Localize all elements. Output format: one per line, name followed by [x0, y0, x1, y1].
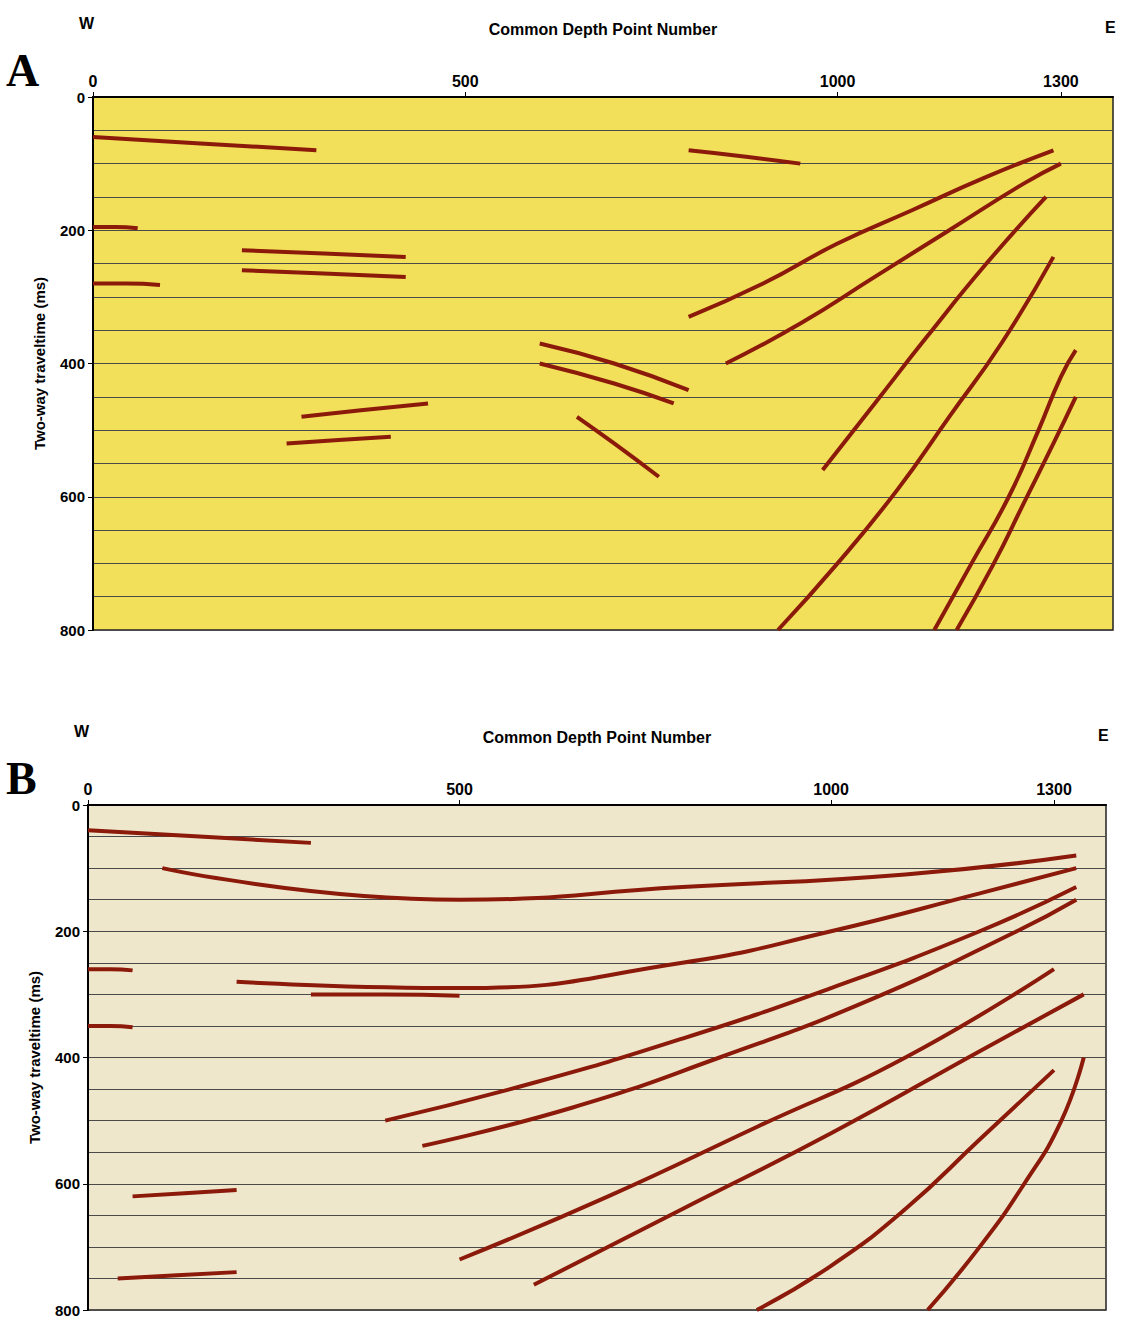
svg-text:500: 500	[446, 781, 473, 798]
svg-text:W: W	[74, 723, 90, 740]
svg-text:W: W	[79, 15, 95, 32]
svg-text:800: 800	[60, 622, 85, 639]
svg-text:Common Depth Point Number: Common Depth Point Number	[489, 21, 717, 38]
svg-text:0: 0	[84, 781, 93, 798]
svg-text:1000: 1000	[813, 781, 849, 798]
svg-text:1000: 1000	[820, 73, 856, 90]
svg-text:0: 0	[89, 73, 98, 90]
svg-text:1300: 1300	[1043, 73, 1079, 90]
svg-text:E: E	[1105, 19, 1116, 36]
svg-text:A: A	[6, 45, 39, 96]
svg-text:800: 800	[55, 1302, 80, 1319]
svg-text:Two-way traveltime (ms): Two-way traveltime (ms)	[31, 277, 48, 450]
svg-text:B: B	[6, 753, 37, 804]
svg-text:0: 0	[77, 89, 85, 106]
svg-text:200: 200	[60, 222, 85, 239]
svg-text:600: 600	[55, 1175, 80, 1192]
svg-text:Common Depth Point Number: Common Depth Point Number	[483, 729, 711, 746]
svg-text:1300: 1300	[1036, 781, 1072, 798]
svg-text:500: 500	[452, 73, 479, 90]
svg-text:200: 200	[55, 923, 80, 940]
svg-text:400: 400	[60, 355, 85, 372]
svg-text:0: 0	[72, 797, 80, 814]
svg-text:400: 400	[55, 1049, 80, 1066]
svg-text:Two-way traveltime (ms): Two-way traveltime (ms)	[26, 971, 43, 1144]
svg-text:E: E	[1098, 727, 1109, 744]
svg-text:600: 600	[60, 488, 85, 505]
